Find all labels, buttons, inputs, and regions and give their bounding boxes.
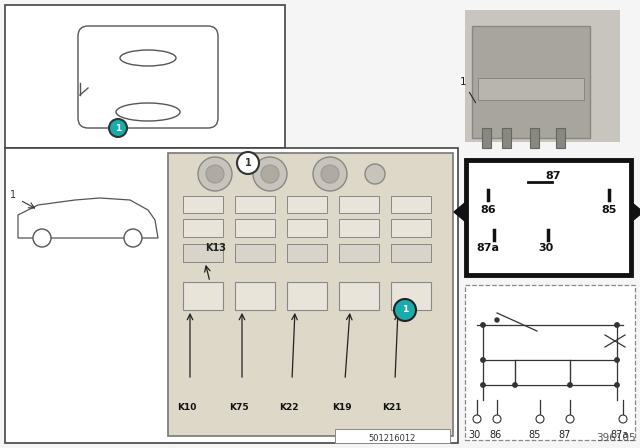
Bar [5, 5, 285, 148]
Text: 30: 30 [468, 430, 480, 440]
Bar [339, 282, 379, 310]
Circle shape [566, 415, 574, 423]
Text: 87a: 87a [611, 430, 629, 440]
Bar [502, 128, 511, 148]
Bar [235, 244, 275, 262]
Text: 1: 1 [115, 124, 121, 133]
Circle shape [513, 383, 517, 387]
Bar [5, 148, 458, 443]
Bar [168, 153, 453, 436]
Circle shape [33, 229, 51, 247]
Circle shape [253, 157, 287, 191]
Circle shape [206, 165, 224, 183]
Text: K13: K13 [205, 243, 226, 253]
FancyBboxPatch shape [78, 26, 218, 128]
Text: 86: 86 [489, 430, 501, 440]
Text: 501216012: 501216012 [368, 434, 416, 443]
Bar [287, 244, 327, 262]
Bar [556, 128, 565, 148]
Bar [235, 219, 275, 237]
Circle shape [615, 323, 620, 327]
Bar [235, 282, 275, 310]
Circle shape [615, 358, 620, 362]
Bar [183, 282, 223, 310]
Text: 1: 1 [10, 190, 16, 200]
Bar [465, 285, 635, 440]
Circle shape [473, 415, 481, 423]
Circle shape [198, 157, 232, 191]
Text: 85: 85 [529, 430, 541, 440]
Circle shape [619, 415, 627, 423]
Bar [335, 429, 450, 443]
Bar [183, 219, 223, 237]
Text: 87a: 87a [477, 243, 499, 253]
Text: K75: K75 [229, 404, 249, 413]
Bar [391, 282, 431, 310]
Circle shape [124, 229, 142, 247]
Circle shape [394, 299, 416, 321]
Circle shape [365, 164, 385, 184]
Bar [465, 10, 620, 142]
Circle shape [313, 157, 347, 191]
Text: K10: K10 [177, 404, 196, 413]
Bar [339, 196, 379, 213]
Text: K21: K21 [382, 404, 402, 413]
Bar [339, 219, 379, 237]
Circle shape [493, 415, 501, 423]
Bar [287, 196, 327, 213]
Circle shape [495, 318, 499, 322]
Circle shape [615, 383, 620, 387]
Text: 30: 30 [538, 243, 554, 253]
Ellipse shape [120, 50, 176, 66]
Bar [339, 244, 379, 262]
Bar [287, 282, 327, 310]
Circle shape [321, 165, 339, 183]
Text: 1: 1 [460, 77, 467, 87]
Bar [472, 26, 590, 138]
Circle shape [481, 323, 485, 327]
Bar [478, 78, 584, 100]
Text: 1: 1 [402, 306, 408, 314]
Bar [515, 360, 570, 385]
Polygon shape [631, 202, 640, 222]
Circle shape [536, 415, 544, 423]
Bar [391, 196, 431, 213]
Text: 87: 87 [559, 430, 571, 440]
Circle shape [568, 383, 572, 387]
Text: 85: 85 [602, 205, 617, 215]
Text: 396105: 396105 [596, 433, 636, 443]
Bar [530, 128, 539, 148]
Text: K22: K22 [279, 404, 299, 413]
Text: 86: 86 [480, 205, 496, 215]
Text: K19: K19 [332, 404, 352, 413]
Bar [466, 160, 631, 275]
Bar [482, 128, 491, 148]
Circle shape [261, 165, 279, 183]
Polygon shape [18, 198, 158, 238]
Bar [235, 196, 275, 213]
Text: 1: 1 [244, 158, 252, 168]
Bar [287, 219, 327, 237]
Bar [391, 219, 431, 237]
Circle shape [109, 119, 127, 137]
Circle shape [481, 383, 485, 387]
Bar [183, 196, 223, 213]
Circle shape [237, 152, 259, 174]
Circle shape [481, 358, 485, 362]
Bar [183, 244, 223, 262]
Ellipse shape [116, 103, 180, 121]
Text: 87: 87 [545, 171, 561, 181]
Bar [391, 244, 431, 262]
Polygon shape [454, 202, 466, 222]
